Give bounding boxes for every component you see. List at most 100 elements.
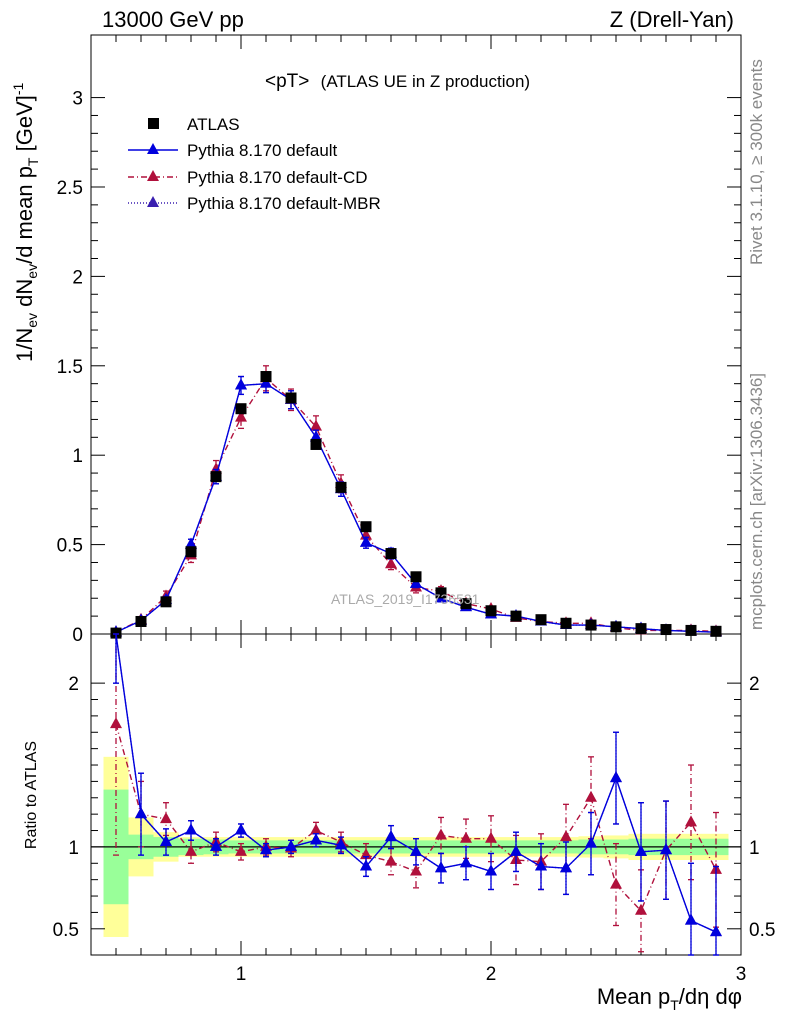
ratio-default-point [560,861,572,873]
main-cd-point [235,410,247,422]
main-ytick-label: 1.5 [57,357,83,378]
atlas-point [435,587,447,599]
ratio-ytick-label-right: 0.5 [749,920,775,941]
ratio-default-point [460,856,472,868]
atlas-point [310,438,322,450]
ratio-cd-point [110,717,122,729]
ratio-default-point [135,807,147,819]
atlas-point [610,621,622,633]
mcplots-label: mcplots.cern.ch [arXiv:1306.3436] [747,373,766,630]
atlas-point [285,392,297,404]
ratio-default-point [660,843,672,855]
ratio-cd-point [635,903,647,915]
ratio-ytick-label-right: 2 [749,674,760,695]
main-default-point [310,430,322,442]
atlas-point [335,481,347,493]
plot-title-main: <pT> [265,71,309,92]
ratio-default-point [210,839,222,851]
main-cd-point [210,462,222,474]
main-default-point [235,378,247,390]
ratio-default-point [235,823,247,835]
ratio-cd-point [685,815,697,827]
ratio-cd-point [160,812,172,824]
main-default-point [360,535,372,547]
atlas-point [535,614,547,626]
ratio-cd-point [435,828,447,840]
plot-title-suffix: (ATLAS UE in Z production) [321,72,530,91]
ratio-cd-point [185,844,197,856]
atlas-point [660,624,672,636]
atlas-point [560,617,572,629]
ratio-default-point [410,844,422,856]
ratio-default-point [385,830,397,842]
ratio-default-point [535,859,547,871]
header-left: 13000 GeV pp [102,7,244,32]
atlas-point [210,471,222,483]
ylabel-c: dN [12,279,37,313]
ratio-default-point [160,834,172,846]
atlas-point [110,627,122,639]
legend-label-cd: Pythia 8.170 default-CD [187,168,368,187]
xtick-label: 3 [736,964,747,985]
ratio-cd-point [310,823,322,835]
ratio-default-point [185,823,197,835]
ylabel-a: 1/N [12,328,37,362]
legend-label-mbr: Pythia 8.170 default-MBR [187,194,381,213]
legend: ATLAS Pythia 8.170 default Pythia 8.170 … [128,115,381,213]
ratio-default-point [260,843,272,855]
atlas-point [135,615,147,627]
ylabel-e: /d mean p [12,166,37,264]
ratio-cd-point [585,790,597,802]
atlas-point [360,521,372,533]
ratio-ytick-label: 0.5 [53,920,79,941]
atlas-point [485,605,497,617]
main-ytick-label: 2 [72,267,83,288]
ratio-ylabel: Ratio to ATLAS [23,741,40,849]
ratio-default-point [360,859,372,871]
ratio-cd-point [560,830,572,842]
atlas-point [260,371,272,383]
atlas-point [385,548,397,560]
atlas-point [160,596,172,608]
atlas-point [185,546,197,558]
main-ytick-label: 2.5 [57,178,83,199]
ratio-cd-point [460,831,472,843]
legend-label-atlas: ATLAS [187,115,240,134]
xlabel-b: T [670,997,679,1013]
watermark: ATLAS_2019_I1736531 [331,591,480,607]
atlas-point [460,598,472,610]
xlabel: Mean pT/dη dφ [597,984,742,1013]
main-ylabel: 1/Nev dNev/d mean pT [GeV]-1 [10,82,41,362]
atlas-point [410,571,422,583]
header-right: Z (Drell-Yan) [610,7,734,32]
atlas-point [635,623,647,635]
atlas-point [710,625,722,637]
ylabel-d: ev [24,264,40,279]
axes: 0 0.5 1 1.5 2 2.5 3 0.5 0.5 1 1 2 2 1 2 3 [53,34,775,985]
main-ytick-label: 1 [72,446,83,467]
legend-label-default: Pythia 8.170 default [187,141,338,160]
legend-marker-default [147,143,159,154]
legend-marker-atlas [148,118,159,129]
series-layer [110,365,722,956]
main-cd-point [310,419,322,431]
ylabel-f: T [25,157,41,166]
ratio-cd-point [410,864,422,876]
ratio-ytick-label: 2 [68,674,79,695]
xlabel-c: /dη dφ [679,984,742,1009]
main-ytick-label: 0 [72,625,83,646]
main-ytick-label: 3 [72,89,83,110]
main-cd-point [385,557,397,569]
main-default-point [185,537,197,549]
main-default-point [410,576,422,588]
ratio-default-point [635,844,647,856]
legend-marker-mbr [147,196,159,207]
ratio-cd-point [485,831,497,843]
ratio-default-point [435,861,447,873]
xtick-label: 2 [486,964,497,985]
atlas-point [510,610,522,622]
ratio-default-point [310,833,322,845]
ratio-default-point [710,925,722,937]
ratio-default-point [335,838,347,850]
